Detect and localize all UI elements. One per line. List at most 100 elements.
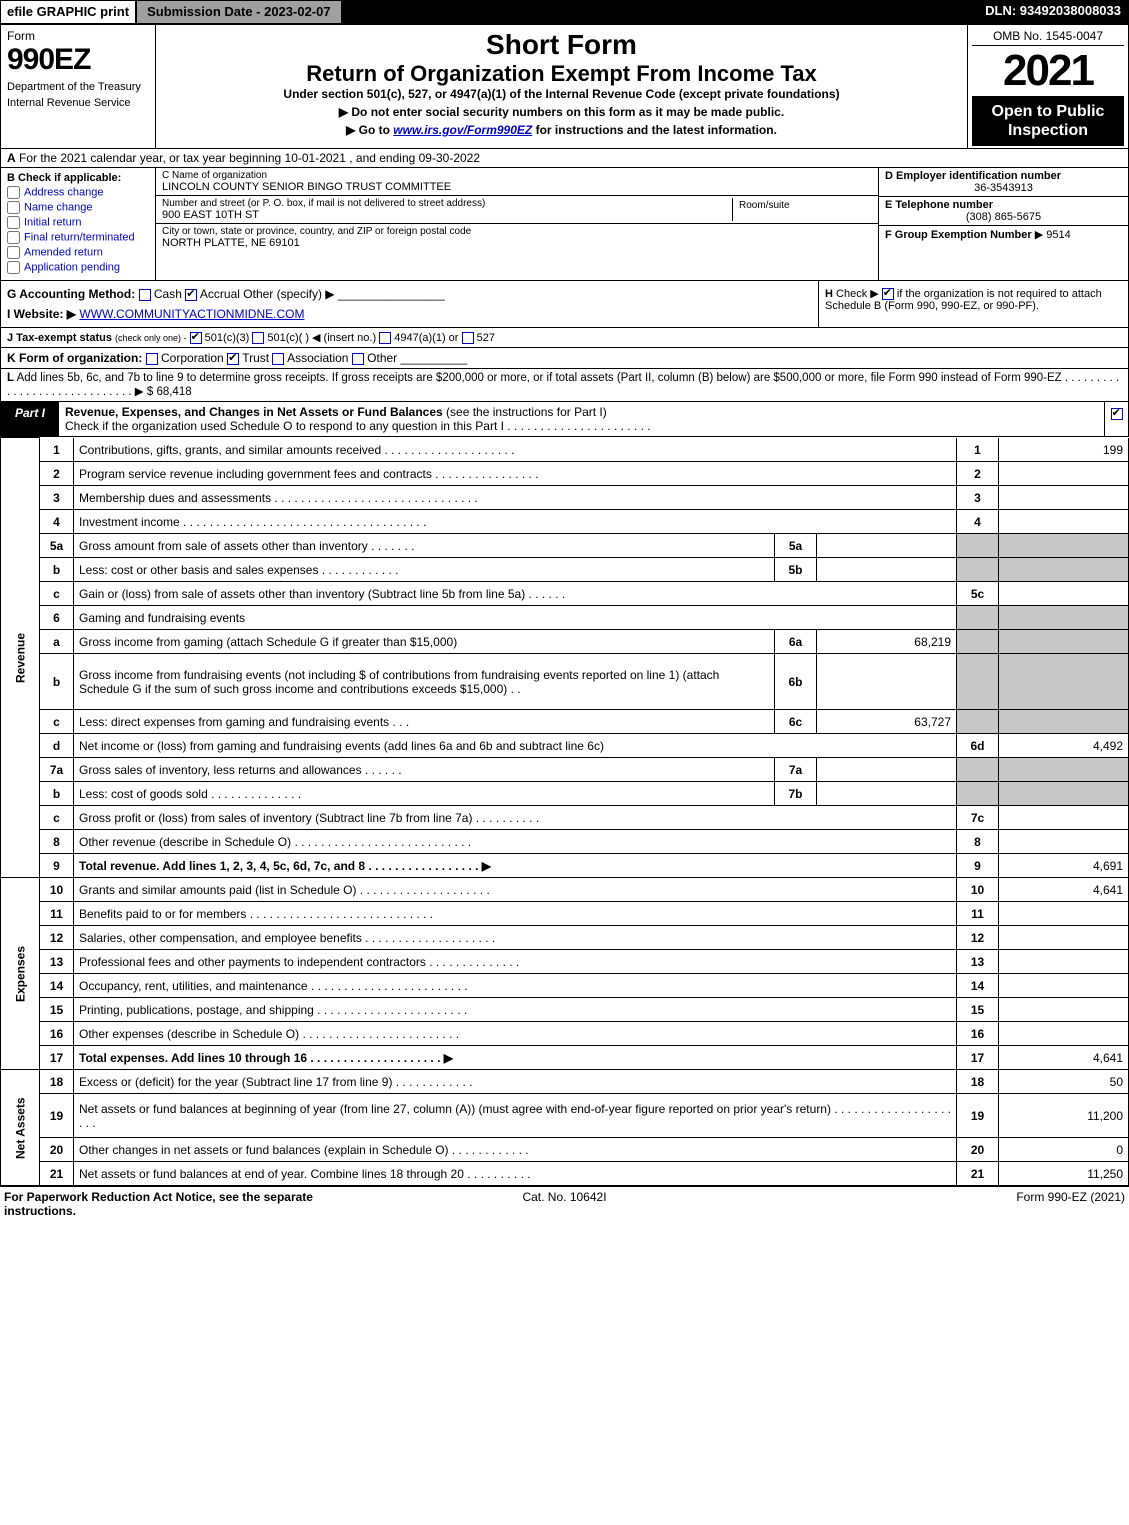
line-desc: Printing, publications, postage, and shi…: [74, 998, 957, 1022]
right-line-number: 11: [957, 902, 999, 926]
right-line-number: 12: [957, 926, 999, 950]
k-trust-checkbox[interactable]: [227, 353, 239, 365]
initial-return-checkbox[interactable]: [7, 216, 20, 229]
efile-print-button[interactable]: efile GRAPHIC print: [0, 0, 136, 24]
part1-title-block: Revenue, Expenses, and Changes in Net As…: [59, 402, 1104, 436]
line-number: 20: [40, 1138, 74, 1162]
org-name-label: C Name of organization: [162, 170, 872, 181]
section-def: D Employer identification number 36-3543…: [878, 168, 1128, 280]
line-desc: Grants and similar amounts paid (list in…: [74, 878, 957, 902]
right-line-number: 18: [957, 1070, 999, 1094]
right-line-number: [957, 534, 999, 558]
amended-checkbox[interactable]: [7, 246, 20, 259]
i-label: I Website: ▶: [7, 307, 76, 321]
street-label: Number and street (or P. O. box, if mail…: [162, 198, 732, 209]
line-desc: Other revenue (describe in Schedule O) .…: [74, 830, 957, 854]
pending-checkbox[interactable]: [7, 261, 20, 274]
check-amended[interactable]: Amended return: [7, 246, 149, 259]
table-row: 12Salaries, other compensation, and empl…: [1, 926, 1129, 950]
k-corp-checkbox[interactable]: [146, 353, 158, 365]
part1-checkbox[interactable]: [1111, 408, 1123, 420]
line-desc: Gross sales of inventory, less returns a…: [74, 758, 775, 782]
right-line-number: 13: [957, 950, 999, 974]
j-501c-checkbox[interactable]: [252, 332, 264, 344]
k-opt2: Association: [287, 351, 348, 365]
line-number: 1: [40, 438, 74, 462]
open-inspection-label: Open to Public Inspection: [972, 96, 1124, 146]
phone-label: E Telephone number: [885, 199, 1122, 211]
right-line-number: 21: [957, 1162, 999, 1186]
g-i-section: G Accounting Method: Cash Accrual Other …: [1, 281, 818, 327]
check-pending[interactable]: Application pending: [7, 261, 149, 274]
goto-pre: ▶ Go to: [346, 123, 393, 137]
table-row: Expenses10Grants and similar amounts pai…: [1, 878, 1129, 902]
j-4947-checkbox[interactable]: [379, 332, 391, 344]
table-row: dNet income or (loss) from gaming and fu…: [1, 734, 1129, 758]
line-value: [999, 606, 1129, 630]
line-number: 8: [40, 830, 74, 854]
k-other-checkbox[interactable]: [352, 353, 364, 365]
j-501c3-checkbox[interactable]: [190, 332, 202, 344]
part1-tag: Part I: [1, 402, 59, 436]
j-opt3: 4947(a)(1) or: [394, 332, 458, 344]
inner-line-number: 5a: [775, 534, 817, 558]
k-opt1: Trust: [242, 351, 269, 365]
entity-block: B Check if applicable: Address change Na…: [0, 168, 1129, 281]
h-checkbox[interactable]: [882, 288, 894, 300]
city-value: NORTH PLATTE, NE 69101: [162, 237, 872, 249]
opt-address: Address change: [24, 187, 104, 199]
j-527-checkbox[interactable]: [462, 332, 474, 344]
check-name-change[interactable]: Name change: [7, 201, 149, 214]
right-line-number: 4: [957, 510, 999, 534]
website-link[interactable]: WWW.COMMUNITYACTIONMIDNE.COM: [79, 307, 304, 321]
b-label: B: [7, 172, 15, 184]
right-line-number: [957, 758, 999, 782]
final-return-checkbox[interactable]: [7, 231, 20, 244]
k-label: K Form of organization:: [7, 351, 142, 365]
header-center: Short Form Return of Organization Exempt…: [156, 25, 968, 148]
line-value: [999, 998, 1129, 1022]
ein-label: D Employer identification number: [885, 170, 1122, 182]
part1-note: (see the instructions for Part I): [446, 405, 607, 419]
name-change-checkbox[interactable]: [7, 201, 20, 214]
line-desc: Occupancy, rent, utilities, and maintena…: [74, 974, 957, 998]
check-final-return[interactable]: Final return/terminated: [7, 231, 149, 244]
address-change-checkbox[interactable]: [7, 186, 20, 199]
short-form-label: Short Form: [164, 29, 959, 61]
line-number: 7a: [40, 758, 74, 782]
h-label: H: [825, 288, 833, 300]
line-value: [999, 510, 1129, 534]
right-line-number: 1: [957, 438, 999, 462]
group-label: F Group Exemption Number: [885, 229, 1032, 241]
top-bar-spacer: [342, 0, 978, 24]
cash-checkbox[interactable]: [139, 289, 151, 301]
table-row: bLess: cost of goods sold . . . . . . . …: [1, 782, 1129, 806]
line-value: 4,691: [999, 854, 1129, 878]
line-number: 21: [40, 1162, 74, 1186]
goto-note: ▶ Go to www.irs.gov/Form990EZ for instru…: [164, 123, 959, 137]
check-address-change[interactable]: Address change: [7, 186, 149, 199]
footer-left: For Paperwork Reduction Act Notice, see …: [4, 1190, 378, 1218]
right-line-number: 3: [957, 486, 999, 510]
j-label: J Tax-exempt status: [7, 332, 112, 344]
irs-link[interactable]: www.irs.gov/Form990EZ: [393, 123, 532, 137]
line-number: 9: [40, 854, 74, 878]
table-row: bLess: cost or other basis and sales exp…: [1, 558, 1129, 582]
right-line-number: 7c: [957, 806, 999, 830]
check-initial-return[interactable]: Initial return: [7, 216, 149, 229]
side-label-netassets: Net Assets: [1, 1070, 40, 1186]
line-number: d: [40, 734, 74, 758]
line-value: 0: [999, 1138, 1129, 1162]
accrual-checkbox[interactable]: [185, 289, 197, 301]
right-line-number: 19: [957, 1094, 999, 1138]
k-assoc-checkbox[interactable]: [272, 353, 284, 365]
line-number: b: [40, 654, 74, 710]
form-subtitle: Under section 501(c), 527, or 4947(a)(1)…: [164, 87, 959, 101]
line-desc: Less: direct expenses from gaming and fu…: [74, 710, 775, 734]
table-row: bGross income from fundraising events (n…: [1, 654, 1129, 710]
line-number: 16: [40, 1022, 74, 1046]
submission-date-button[interactable]: Submission Date - 2023-02-07: [136, 0, 342, 24]
right-line-number: 15: [957, 998, 999, 1022]
table-row: 6Gaming and fundraising events: [1, 606, 1129, 630]
inner-line-number: 5b: [775, 558, 817, 582]
